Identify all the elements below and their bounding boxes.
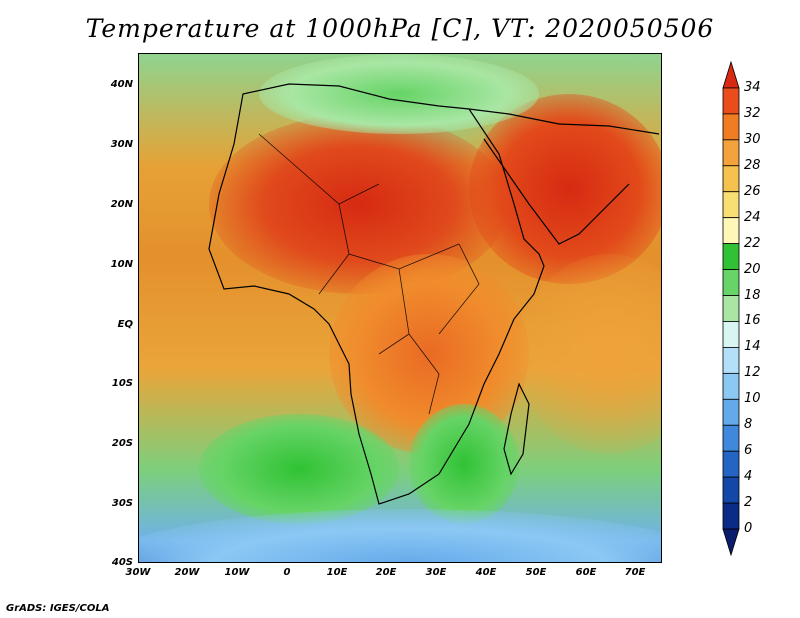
mediterranean-cool [259, 54, 539, 134]
lat-label-eq: EQ [117, 319, 133, 330]
colorbar [722, 60, 740, 557]
lat-label-40s: 40S [111, 557, 133, 568]
lon-label-30e: 30E [425, 567, 447, 578]
colorbar-segment [722, 528, 740, 557]
grads-credit: GrADS: IGES/COLA [6, 603, 110, 614]
colorbar-segment [722, 60, 740, 89]
colorbar-label: 0 [744, 521, 753, 537]
colorbar-segment [722, 450, 740, 478]
lat-label-20s: 20S [111, 438, 133, 449]
lat-label-10s: 10S [111, 378, 133, 389]
lon-label-0: 0 [283, 567, 291, 578]
colorbar-segments [722, 60, 740, 557]
lat-label-20n: 20N [110, 199, 133, 210]
colorbar-segment [722, 87, 740, 115]
colorbar-label: 8 [744, 417, 753, 433]
colorbar-segment [722, 165, 740, 193]
colorbar-segment [722, 269, 740, 296]
lon-label-60e: 60E [575, 567, 597, 578]
colorbar-label: 4 [744, 469, 753, 485]
temperature-map [138, 53, 662, 563]
colorbar-segment [722, 424, 740, 452]
lon-label-40e: 40E [475, 567, 497, 578]
colorbar-segment [722, 295, 740, 322]
madagascar-coastline [503, 382, 530, 476]
lon-label-70e: 70E [624, 567, 646, 578]
africa-coastline [208, 83, 545, 505]
lon-label-10w: 10W [224, 567, 250, 578]
colorbar-label: 26 [744, 183, 761, 199]
colorbar-label: 10 [744, 391, 761, 407]
lon-label-20w: 20W [174, 567, 200, 578]
south-atlantic-cool [199, 414, 399, 524]
colorbar-label: 30 [744, 131, 761, 147]
lon-label-10e: 10E [326, 567, 348, 578]
colorbar-segment [722, 113, 740, 141]
colorbar-segment [722, 217, 740, 245]
colorbar-label: 22 [744, 235, 761, 251]
lon-label-30w: 30W [125, 567, 151, 578]
colorbar-segment [722, 347, 740, 374]
arabia-coastline [468, 108, 660, 245]
colorbar-label: 20 [744, 261, 761, 277]
lat-label-10n: 10N [110, 259, 133, 270]
map-title: Temperature at 1000hPa [C], VT: 20200505… [85, 14, 715, 43]
colorbar-label: 16 [744, 313, 761, 329]
colorbar-segment [722, 191, 740, 219]
colorbar-segment [722, 321, 740, 348]
lon-label-50e: 50E [525, 567, 547, 578]
colorbar-segment [722, 372, 740, 400]
coastline-overlay [208, 83, 660, 505]
colorbar-label: 2 [744, 495, 753, 511]
southern-africa-cool [409, 404, 519, 524]
colorbar-segment [722, 398, 740, 426]
lat-label-30s: 30S [111, 498, 133, 509]
colorbar-segment [722, 502, 740, 530]
colorbar-segment [722, 476, 740, 504]
colorbar-label: 24 [744, 209, 761, 225]
colorbar-label: 28 [744, 157, 761, 173]
arabia-hot-region [469, 94, 661, 284]
colorbar-label: 6 [744, 443, 753, 459]
colorbar-label: 14 [744, 339, 761, 355]
colorbar-label: 18 [744, 287, 761, 303]
country-borders [258, 133, 480, 415]
colorbar-segment [722, 139, 740, 167]
colorbar-segment [722, 243, 740, 270]
indian-ocean-warm [519, 254, 661, 454]
lat-label-30n: 30N [110, 139, 133, 150]
colorbar-label: 34 [744, 79, 761, 95]
lon-label-20e: 20E [375, 567, 397, 578]
colorbar-label: 12 [744, 365, 761, 381]
colorbar-label: 32 [744, 105, 761, 121]
lat-label-40n: 40N [110, 79, 133, 90]
